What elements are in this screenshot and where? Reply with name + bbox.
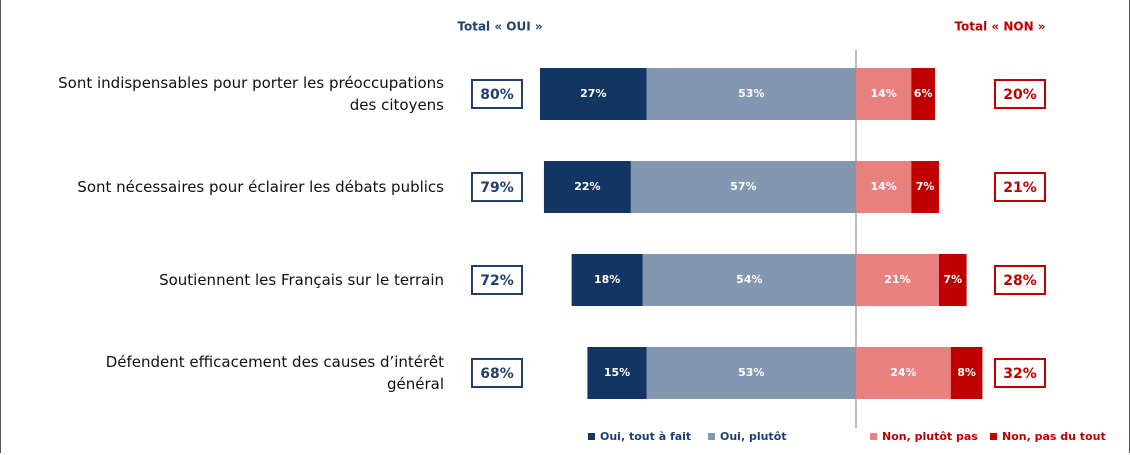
bar-label: 57%	[730, 180, 756, 193]
bar-label: 24%	[890, 366, 916, 379]
bar-segment	[856, 161, 912, 213]
legend-label: Oui, plutôt	[720, 430, 787, 443]
category-label: Sont indispensables pour porter les préo…	[58, 74, 444, 114]
bar-segment	[856, 347, 951, 399]
bar-label: 6%	[914, 87, 933, 100]
bar-segment	[938, 254, 967, 306]
legend-swatch	[870, 433, 877, 440]
total-box	[994, 358, 1046, 388]
bar-segment	[630, 161, 856, 213]
bar-label: 27%	[580, 87, 606, 100]
total-box	[994, 265, 1046, 295]
total-box	[994, 172, 1046, 202]
bar-label: 21%	[884, 273, 910, 286]
bar-segment	[911, 161, 939, 213]
total-box	[471, 79, 523, 109]
bar-label: 22%	[574, 180, 600, 193]
bar-segment	[587, 347, 647, 399]
total-box	[471, 172, 523, 202]
total-label: 21%	[1003, 180, 1037, 196]
bar-label: 7%	[916, 180, 935, 193]
total-label: 68%	[480, 366, 514, 382]
legend-swatch	[990, 433, 997, 440]
total-label: 32%	[1003, 366, 1037, 382]
category-label: Sont nécessaires pour éclairer les débat…	[77, 178, 444, 196]
bar-label: 14%	[870, 87, 896, 100]
legend-label: Oui, tout à fait	[600, 430, 691, 443]
bar-label: 14%	[870, 180, 896, 193]
bar-segment	[856, 68, 912, 120]
total-header: Total « OUI »	[457, 20, 542, 34]
total-label: 79%	[480, 180, 514, 196]
bar-segment	[911, 68, 935, 120]
bar-label: 54%	[736, 273, 762, 286]
category-label: Défendent efficacement des causes d’inté…	[105, 353, 444, 393]
bar-segment	[646, 68, 856, 120]
bar-segment	[571, 254, 643, 306]
total-label: 80%	[480, 87, 514, 103]
bar-label: 53%	[738, 366, 764, 379]
bar-segment	[543, 161, 631, 213]
bar-label: 53%	[738, 87, 764, 100]
category-label: Soutiennent les Français sur le terrain	[159, 271, 444, 289]
total-box	[994, 79, 1046, 109]
total-box	[471, 358, 523, 388]
bar-label: 7%	[943, 273, 962, 286]
legend-label: Non, pas du tout	[1002, 430, 1106, 443]
total-label: 20%	[1003, 87, 1037, 103]
total-label: 28%	[1003, 273, 1037, 289]
legend-label: Non, plutôt pas	[882, 430, 978, 443]
bar-segment	[646, 347, 856, 399]
total-label: 72%	[480, 273, 514, 289]
bar-label: 8%	[957, 366, 976, 379]
bar-label: 15%	[604, 366, 630, 379]
bar-segment	[950, 347, 983, 399]
legend-swatch	[588, 433, 595, 440]
total-box	[471, 265, 523, 295]
bar-segment	[642, 254, 856, 306]
bar-segment	[540, 68, 647, 120]
bar-label: 18%	[594, 273, 620, 286]
bar-segment	[856, 254, 939, 306]
total-header: Total « NON »	[954, 20, 1045, 34]
legend-swatch	[708, 433, 715, 440]
